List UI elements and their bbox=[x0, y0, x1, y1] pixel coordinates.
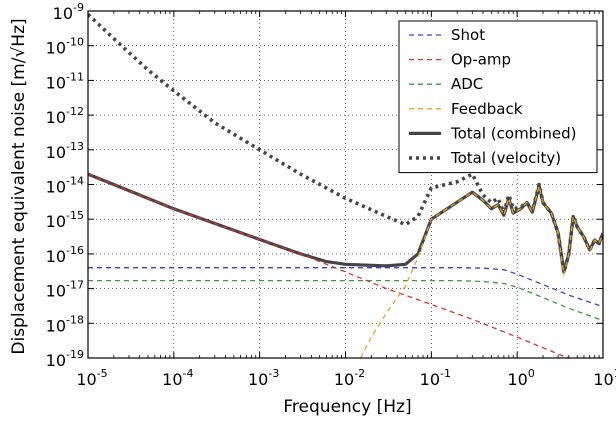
series-shot bbox=[88, 267, 603, 308]
x-tick-label: 10-1 bbox=[420, 367, 451, 389]
x-tick-label: 10-2 bbox=[334, 367, 365, 389]
x-tick-label: 100 bbox=[507, 367, 534, 389]
legend: Shot Op-amp ADC Feedback Total (combined) Tot… bbox=[398, 20, 598, 174]
legend-label: ADC bbox=[451, 75, 483, 93]
y-tick-label: 10-19 bbox=[46, 348, 84, 370]
y-tick-label: 10-11 bbox=[46, 70, 84, 92]
legend-label: Shot bbox=[451, 26, 485, 44]
x-tick-label: 10-5 bbox=[76, 367, 107, 389]
legend-label: Total (combined) bbox=[450, 124, 577, 142]
x-tick-label: 101 bbox=[593, 367, 616, 389]
y-tick-label: 10-16 bbox=[46, 244, 84, 266]
y-tick-label: 10-12 bbox=[46, 105, 84, 127]
y-tick-label: 10-17 bbox=[46, 279, 84, 301]
x-tick-label: 10-3 bbox=[248, 367, 279, 389]
y-tick-label: 10-10 bbox=[46, 36, 84, 58]
series-adc bbox=[88, 279, 603, 322]
ticks: 10-5 10-4 10-3 10-2 10-1 100 101 10-19 10-18 10-1… bbox=[46, 1, 616, 389]
y-tick-label: 10-18 bbox=[46, 313, 84, 335]
y-tick-label: 10-15 bbox=[46, 209, 84, 231]
y-axis-label: Displacement equivalent noise [m/√Hz] bbox=[9, 18, 29, 354]
series-feedback bbox=[360, 185, 603, 358]
y-tick-label: 10-13 bbox=[46, 140, 84, 162]
series-layer bbox=[88, 13, 603, 358]
legend-label: Total (velocity) bbox=[450, 149, 561, 167]
x-tick-label: 10-4 bbox=[162, 367, 193, 389]
series-op-amp bbox=[88, 173, 571, 358]
y-tick-label: 10-14 bbox=[46, 175, 84, 197]
y-tick-label: 10-9 bbox=[53, 1, 84, 23]
x-axis-label: Frequency [Hz] bbox=[283, 397, 411, 417]
legend-label: Op-amp bbox=[451, 51, 511, 69]
legend-box bbox=[398, 20, 598, 174]
legend-label: Feedback bbox=[451, 100, 523, 118]
